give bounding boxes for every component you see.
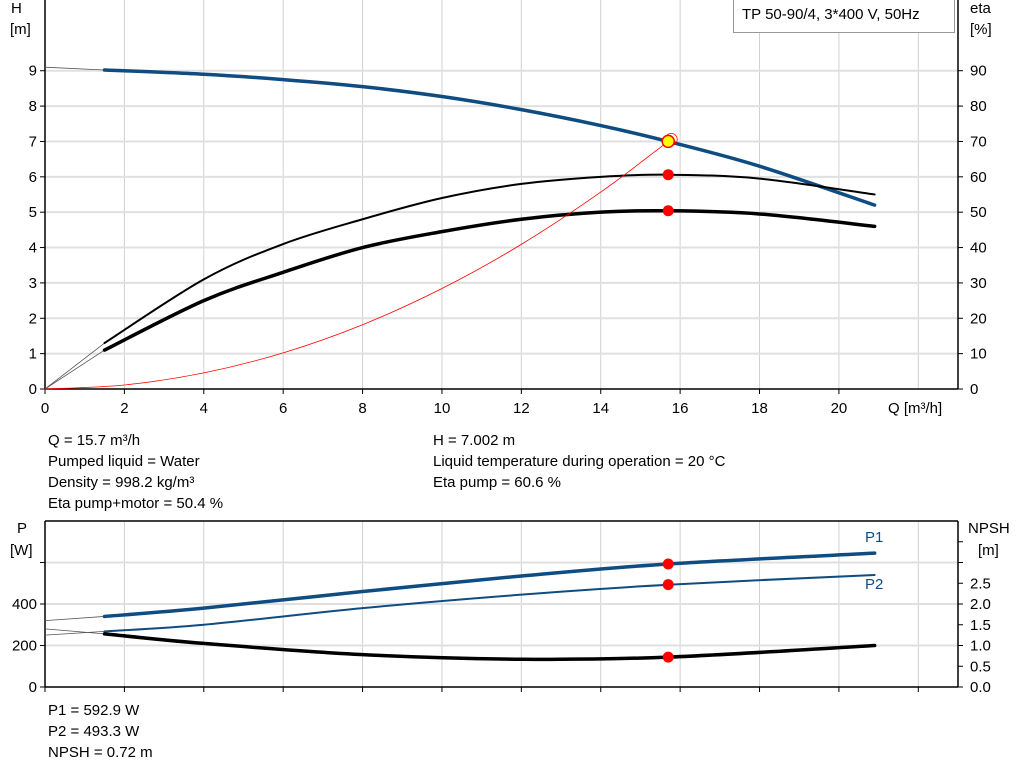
- info-h: H = 7.002 m: [433, 432, 516, 449]
- duty-point-p2: [662, 579, 674, 591]
- eta_pump_motor-curve: [102, 208, 877, 352]
- y-tick-label-right: 80: [970, 98, 987, 115]
- y-axis-label-right-name: NPSH: [968, 520, 1010, 537]
- y-tick-label-left: 6: [29, 169, 37, 186]
- y-tick-label-left: 0: [29, 679, 37, 696]
- y-tick-label-right: 0.0: [970, 679, 991, 696]
- NPSH-curve: [102, 632, 877, 662]
- y-axis-label-left-name: P: [17, 520, 27, 537]
- y-tick-label-left: 5: [29, 204, 37, 221]
- P1-label: P1: [865, 529, 883, 546]
- NPSH-extrapolation: [44, 628, 105, 635]
- y-tick-label-right: 70: [970, 133, 987, 150]
- y-axis-label-left-name: H: [11, 0, 22, 17]
- x-tick-label: 14: [592, 400, 609, 417]
- y-tick-label-left: 9: [29, 63, 37, 80]
- x-tick-label: 16: [672, 400, 689, 417]
- y-axis-label-left-unit: [m]: [10, 21, 31, 38]
- info-liquid: Pumped liquid = Water: [48, 453, 200, 470]
- y-axis-label-right-unit: [m]: [978, 542, 999, 559]
- x-tick-label: 20: [831, 400, 848, 417]
- x-axis-label: Q [m³/h]: [888, 400, 942, 417]
- duty-point-eta-pump: [662, 169, 674, 181]
- y-tick-label-left: 400: [12, 596, 37, 613]
- y-tick-label-left: 8: [29, 98, 37, 115]
- info-left: Q = 15.7 m³/h Pumped liquid = Water Dens…: [48, 430, 223, 514]
- P2-extrapolation: [44, 630, 105, 636]
- x-tick-label: 2: [120, 400, 128, 417]
- P1-curve: [102, 551, 877, 619]
- y-tick-label-left: 0: [29, 381, 37, 398]
- info-q: Q = 15.7 m³/h: [48, 432, 141, 449]
- y-tick-label-right: 60: [970, 169, 987, 186]
- info-right: H = 7.002 m Liquid temperature during op…: [433, 430, 725, 493]
- y-tick-label-right: 90: [970, 63, 987, 80]
- P2-curve: [103, 573, 876, 633]
- eta_pump_motor-extrapolation: [44, 349, 105, 390]
- y-tick-label-right: 20: [970, 310, 987, 327]
- y-tick-label-left: 200: [12, 638, 37, 655]
- y-tick-label-right: 0: [970, 381, 978, 398]
- info-eta-pm: Eta pump+motor = 50.4 %: [48, 495, 224, 512]
- info-p2: P2 = 493.3 W: [48, 723, 140, 740]
- y-axis-label-right-unit: [%]: [970, 21, 992, 38]
- duty-point-head: [661, 134, 675, 149]
- y-tick-label-left: 7: [29, 133, 37, 150]
- y-tick-label-right: 40: [970, 240, 987, 257]
- system_curve-curve: [44, 140, 669, 390]
- y-tick-label-left: 4: [29, 240, 37, 257]
- head-extrapolation: [44, 66, 105, 71]
- duty-point-p1: [662, 558, 674, 570]
- P1-extrapolation: [44, 616, 105, 621]
- x-tick-label: 4: [200, 400, 208, 417]
- x-tick-label: 10: [434, 400, 451, 417]
- info-temp: Liquid temperature during operation = 20…: [433, 453, 726, 470]
- head-curve: [102, 68, 877, 207]
- eta_pump-extrapolation: [44, 342, 105, 390]
- info-p1: P1 = 592.9 W: [48, 702, 140, 719]
- y-tick-label-left: 1: [29, 346, 37, 363]
- duty-point-eta-pump-motor: [662, 205, 674, 217]
- x-tick-label: 12: [513, 400, 530, 417]
- y-tick-label-left: 3: [29, 275, 37, 292]
- duty-point-npsh: [662, 651, 674, 663]
- info-eta-p: Eta pump = 60.6 %: [433, 474, 561, 491]
- x-tick-label: 0: [41, 400, 49, 417]
- eta_pump-curve: [103, 173, 876, 345]
- x-tick-label: 6: [279, 400, 287, 417]
- y-tick-label-right: 50: [970, 204, 987, 221]
- y-tick-label-right: 10: [970, 346, 987, 363]
- info-bottom: P1 = 592.9 W P2 = 493.3 W NPSH = 0.72 m: [48, 700, 153, 763]
- info-density: Density = 998.2 kg/m³: [48, 474, 195, 491]
- x-tick-label: 8: [358, 400, 366, 417]
- y-tick-label-right: 0.5: [970, 658, 991, 675]
- chart-title-box: TP 50-90/4, 3*400 V, 50Hz: [733, 0, 955, 33]
- y-tick-label-right: 30: [970, 275, 987, 292]
- chart-title: TP 50-90/4, 3*400 V, 50Hz: [742, 6, 920, 23]
- info-npsh: NPSH = 0.72 m: [48, 744, 153, 761]
- y-axis-label-right-name: eta: [970, 0, 992, 17]
- y-axis-label-left-unit: [W]: [10, 542, 33, 559]
- y-tick-label-right: 2.0: [970, 596, 991, 613]
- y-tick-label-left: 2: [29, 310, 37, 327]
- y-tick-label-right: 1.5: [970, 617, 991, 634]
- P2-label: P2: [865, 576, 883, 593]
- x-tick-label: 18: [751, 400, 768, 417]
- y-tick-label-right: 2.5: [970, 575, 991, 592]
- y-tick-label-right: 1.0: [970, 638, 991, 655]
